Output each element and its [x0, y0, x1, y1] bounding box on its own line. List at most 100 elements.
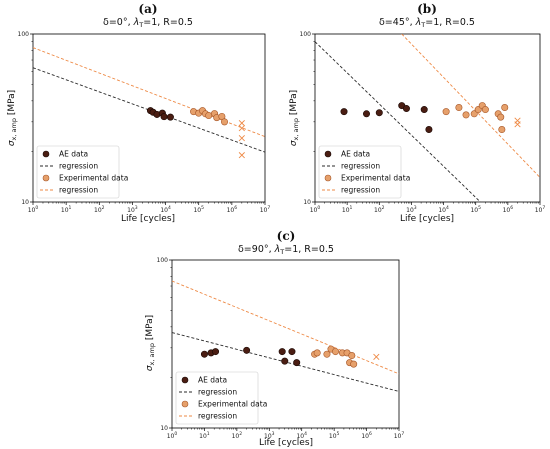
legend-box-c	[175, 371, 259, 425]
x-tick-label-a: 101	[61, 205, 72, 214]
panel-label-a: (a)	[138, 2, 157, 16]
plot-frame-b	[314, 33, 541, 203]
legend-c: AE data regression Experimental data regres…	[175, 371, 267, 425]
y-tick-label-c: 100	[157, 257, 169, 264]
x-tick-label-b: 104	[438, 205, 449, 214]
x-tick-label-a: 100	[28, 205, 39, 214]
legend-label: regression	[59, 162, 98, 171]
runout-cross-point	[238, 135, 245, 142]
ae-data-point	[420, 106, 428, 114]
x-tick-label-c: 102	[232, 431, 243, 440]
plot-area-c	[172, 280, 399, 392]
ae-data-point	[340, 108, 348, 116]
x-tick-label-b: 106	[503, 205, 514, 214]
y-axis-label-c: σx, amp [MPa]	[145, 315, 156, 371]
ae-data-point	[288, 348, 296, 356]
exp-data-point	[350, 360, 358, 368]
x-tick-label-c: 103	[264, 431, 275, 440]
x-tick-label-b: 103	[406, 205, 417, 214]
legend-label: regression	[59, 186, 98, 195]
ae-regression-line	[33, 67, 265, 153]
exp-data-point	[348, 352, 356, 360]
exp-data-point	[501, 104, 509, 112]
x-tick-label-a: 104	[160, 205, 171, 214]
ae-data-point	[166, 113, 174, 121]
plot-area-a	[33, 47, 265, 159]
chart-title-c: δ=90°, λT=1, R=0.5	[238, 244, 334, 256]
x-tick-label-a: 106	[227, 205, 238, 214]
exp-regression-line	[172, 280, 399, 375]
exp-data-point	[331, 348, 339, 356]
panel-label-b: (b)	[417, 2, 437, 16]
legend-marker	[181, 400, 189, 408]
panel-label-c: (c)	[277, 229, 296, 243]
chart-panel-a: (a) δ=0°, λT=1, R=0.5 Life [cycles] σx, …	[7, 2, 270, 224]
legend-marker	[324, 150, 332, 158]
ae-data-point	[243, 346, 251, 354]
y-tick-label-a: 10	[21, 199, 29, 206]
plot-area-b	[315, 34, 540, 202]
exp-data-point	[462, 111, 470, 119]
x-axis-label-c: Life [cycles]	[259, 438, 313, 448]
plot-frame-c	[171, 259, 400, 429]
y-tick-label-b: 100	[300, 31, 312, 38]
x-tick-label-b: 107	[535, 205, 546, 214]
ae-regression-line	[315, 41, 481, 202]
exp-data-point	[455, 104, 463, 112]
runout-cross-point	[373, 353, 380, 361]
exp-data-point	[205, 112, 213, 120]
legend-label: regression	[341, 186, 380, 195]
legend-label: regression	[341, 162, 380, 171]
exp-regression-line	[401, 34, 540, 178]
x-tick-label-b: 101	[342, 205, 353, 214]
chart-title-a: δ=0°, λT=1, R=0.5	[103, 17, 193, 29]
chart-panel-c: (c) δ=90°, λT=1, R=0.5 Life [cycles] σx,…	[145, 229, 404, 448]
x-tick-label-a: 107	[260, 205, 271, 214]
runout-cross-point	[514, 121, 521, 128]
chart-title-b: δ=45°, λT=1, R=0.5	[379, 17, 475, 29]
y-axis-label-a: σx, amp [MPa]	[7, 90, 18, 146]
chart-panel-b: (b) δ=45°, λT=1, R=0.5 Life [cycles] σx,…	[289, 2, 545, 224]
y-tick-label-c: 10	[160, 425, 168, 432]
legend-label: Experimental data	[341, 174, 410, 183]
ae-data-point	[293, 359, 301, 367]
exp-data-point	[498, 126, 506, 134]
runout-cross-point	[238, 119, 245, 127]
x-tick-label-c: 100	[167, 431, 178, 440]
plot-frame-a	[32, 33, 266, 203]
exp-regression-line	[33, 47, 265, 138]
legend-a: AE data regression Experimental data regres…	[36, 145, 128, 199]
x-tick-label-a: 105	[193, 205, 204, 214]
legend-label: Experimental data	[59, 174, 128, 183]
legend-b: AE data regression Experimental data regres…	[318, 145, 410, 199]
legend-box-b	[318, 145, 402, 199]
x-tick-label-c: 107	[394, 431, 405, 440]
exp-data-point	[442, 108, 450, 116]
x-tick-label-c: 105	[329, 431, 340, 440]
legend-label: regression	[198, 388, 237, 397]
ae-data-point	[425, 126, 433, 134]
legend-label: AE data	[341, 150, 370, 159]
x-tick-label-b: 100	[310, 205, 321, 214]
ae-data-point	[375, 109, 383, 117]
x-axis-label-b: Life [cycles]	[400, 214, 454, 224]
x-tick-label-b: 102	[374, 205, 385, 214]
legend-label: regression	[198, 412, 237, 421]
exp-data-point	[313, 349, 321, 357]
runout-cross-point	[238, 125, 245, 132]
y-tick-label-b: 10	[303, 199, 311, 206]
legend-marker	[324, 174, 332, 182]
x-tick-label-a: 102	[94, 205, 105, 214]
exp-data-point	[497, 113, 505, 121]
x-axis-label-a: Life [cycles]	[121, 214, 175, 224]
legend-box-a	[36, 145, 120, 199]
ae-data-point	[212, 348, 220, 356]
x-tick-label-a: 103	[127, 205, 138, 214]
ae-data-point	[402, 105, 410, 113]
legend-marker	[181, 376, 189, 384]
legend-marker	[42, 150, 50, 158]
legend-label: AE data	[198, 376, 227, 385]
legend-label: AE data	[59, 150, 88, 159]
exp-data-point	[470, 110, 478, 118]
